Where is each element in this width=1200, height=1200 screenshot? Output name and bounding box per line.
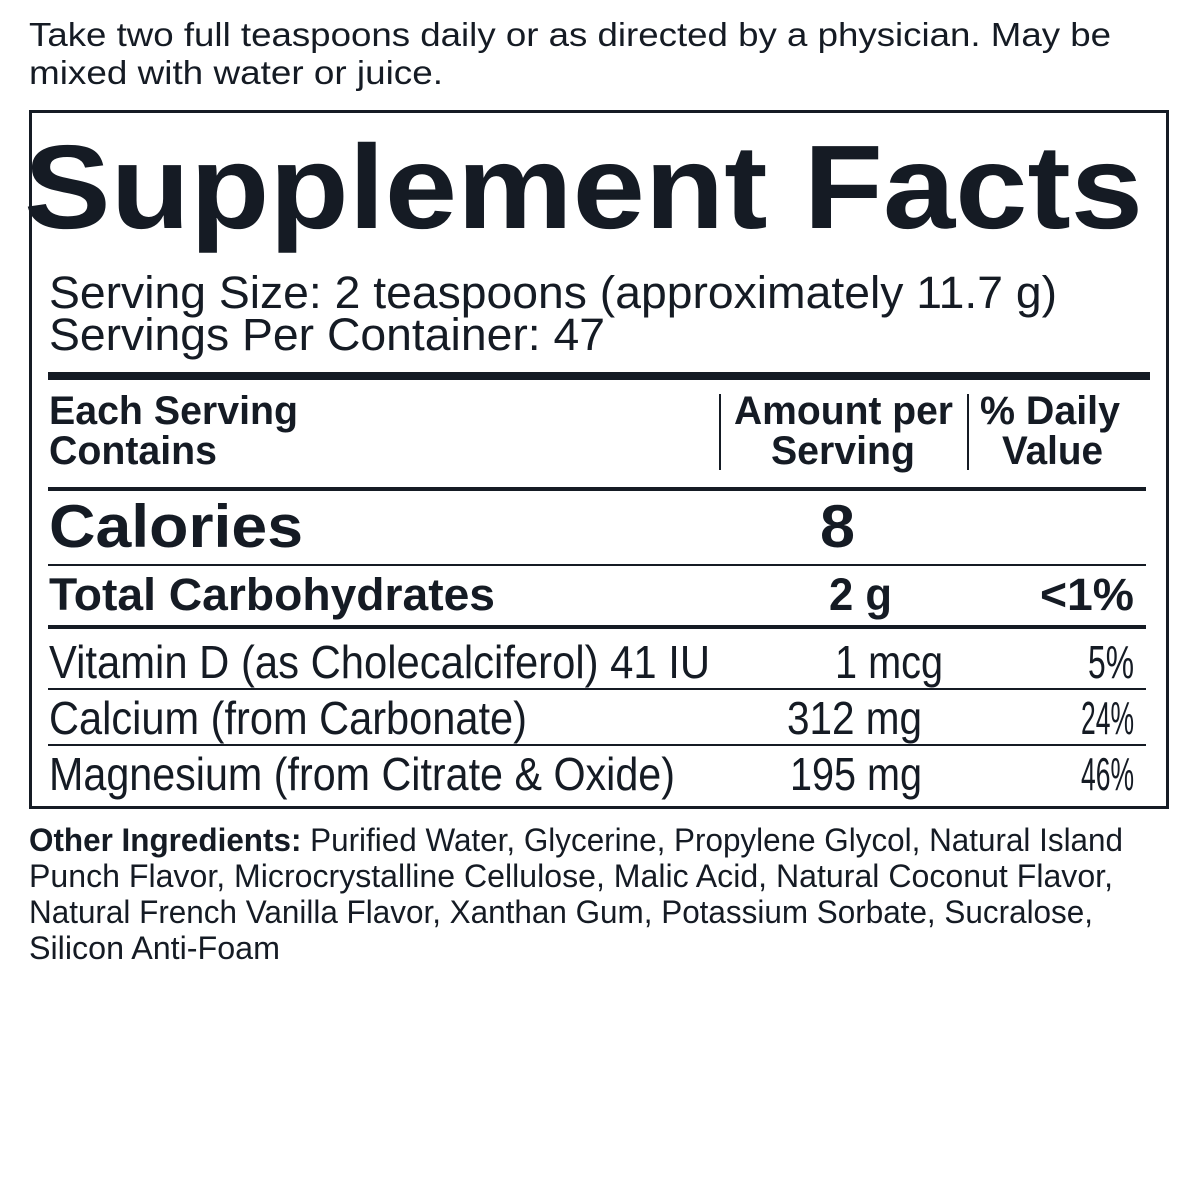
thin-divider xyxy=(48,564,1146,566)
other-ingredients-line-3: Natural French Vanilla Flavor, Xanthan G… xyxy=(29,894,1093,930)
other-ingredients-line-1: Other Ingredients: Purified Water, Glyce… xyxy=(29,824,1123,856)
panel-title: Supplement Facts xyxy=(24,121,1143,254)
header-each-serving: Each Serving xyxy=(49,389,298,433)
supplement-facts-panel xyxy=(29,110,1169,809)
column-divider xyxy=(967,394,969,470)
thin-divider xyxy=(48,688,1146,690)
nutrient-daily-value: 5% xyxy=(1088,636,1134,688)
medium-divider xyxy=(48,625,1146,629)
calories-amount: 8 xyxy=(820,493,855,560)
header-daily-value: % Daily xyxy=(980,389,1120,433)
nutrient-daily-value: <1% xyxy=(1040,569,1134,620)
nutrient-name: Magnesium (from Citrate & Oxide) xyxy=(49,748,675,800)
directions-line-1: Take two full teaspoons daily or as dire… xyxy=(29,16,1111,53)
column-divider xyxy=(719,394,721,470)
header-serving: Serving xyxy=(771,429,915,473)
calories-label: Calories xyxy=(49,493,303,560)
other-ingredients-text: Purified Water, Glycerine, Propylene Gly… xyxy=(301,822,1123,858)
serving-size: Serving Size: 2 teaspoons (approximately… xyxy=(49,267,1057,318)
nutrient-amount: 195 mg xyxy=(790,748,922,800)
medium-divider xyxy=(48,487,1146,491)
directions-line-2: mixed with water or juice. xyxy=(29,54,443,91)
header-value: Value xyxy=(1002,429,1103,473)
nutrient-amount: 312 mg xyxy=(787,692,922,744)
other-ingredients-label: Other Ingredients: xyxy=(29,822,302,858)
other-ingredients-line-2: Punch Flavor, Microcrystalline Cellulose… xyxy=(29,858,1113,894)
nutrient-amount: 2 g xyxy=(829,569,892,620)
thin-divider xyxy=(48,744,1146,746)
nutrient-amount: 1 mcg xyxy=(835,636,943,688)
nutrient-name: Calcium (from Carbonate) xyxy=(49,692,527,744)
nutrient-name: Total Carbohydrates xyxy=(49,569,495,620)
thick-divider xyxy=(48,372,1150,380)
nutrient-daily-value: 24% xyxy=(1081,692,1134,744)
other-ingredients-line-4: Silicon Anti-Foam xyxy=(29,930,280,966)
nutrient-daily-value: 46% xyxy=(1081,748,1134,800)
nutrient-name: Vitamin D (as Cholecalciferol) 41 IU xyxy=(49,636,710,688)
servings-per-container: Servings Per Container: 47 xyxy=(49,309,606,360)
header-contains: Contains xyxy=(49,429,217,473)
header-amount-per: Amount per xyxy=(734,389,953,433)
